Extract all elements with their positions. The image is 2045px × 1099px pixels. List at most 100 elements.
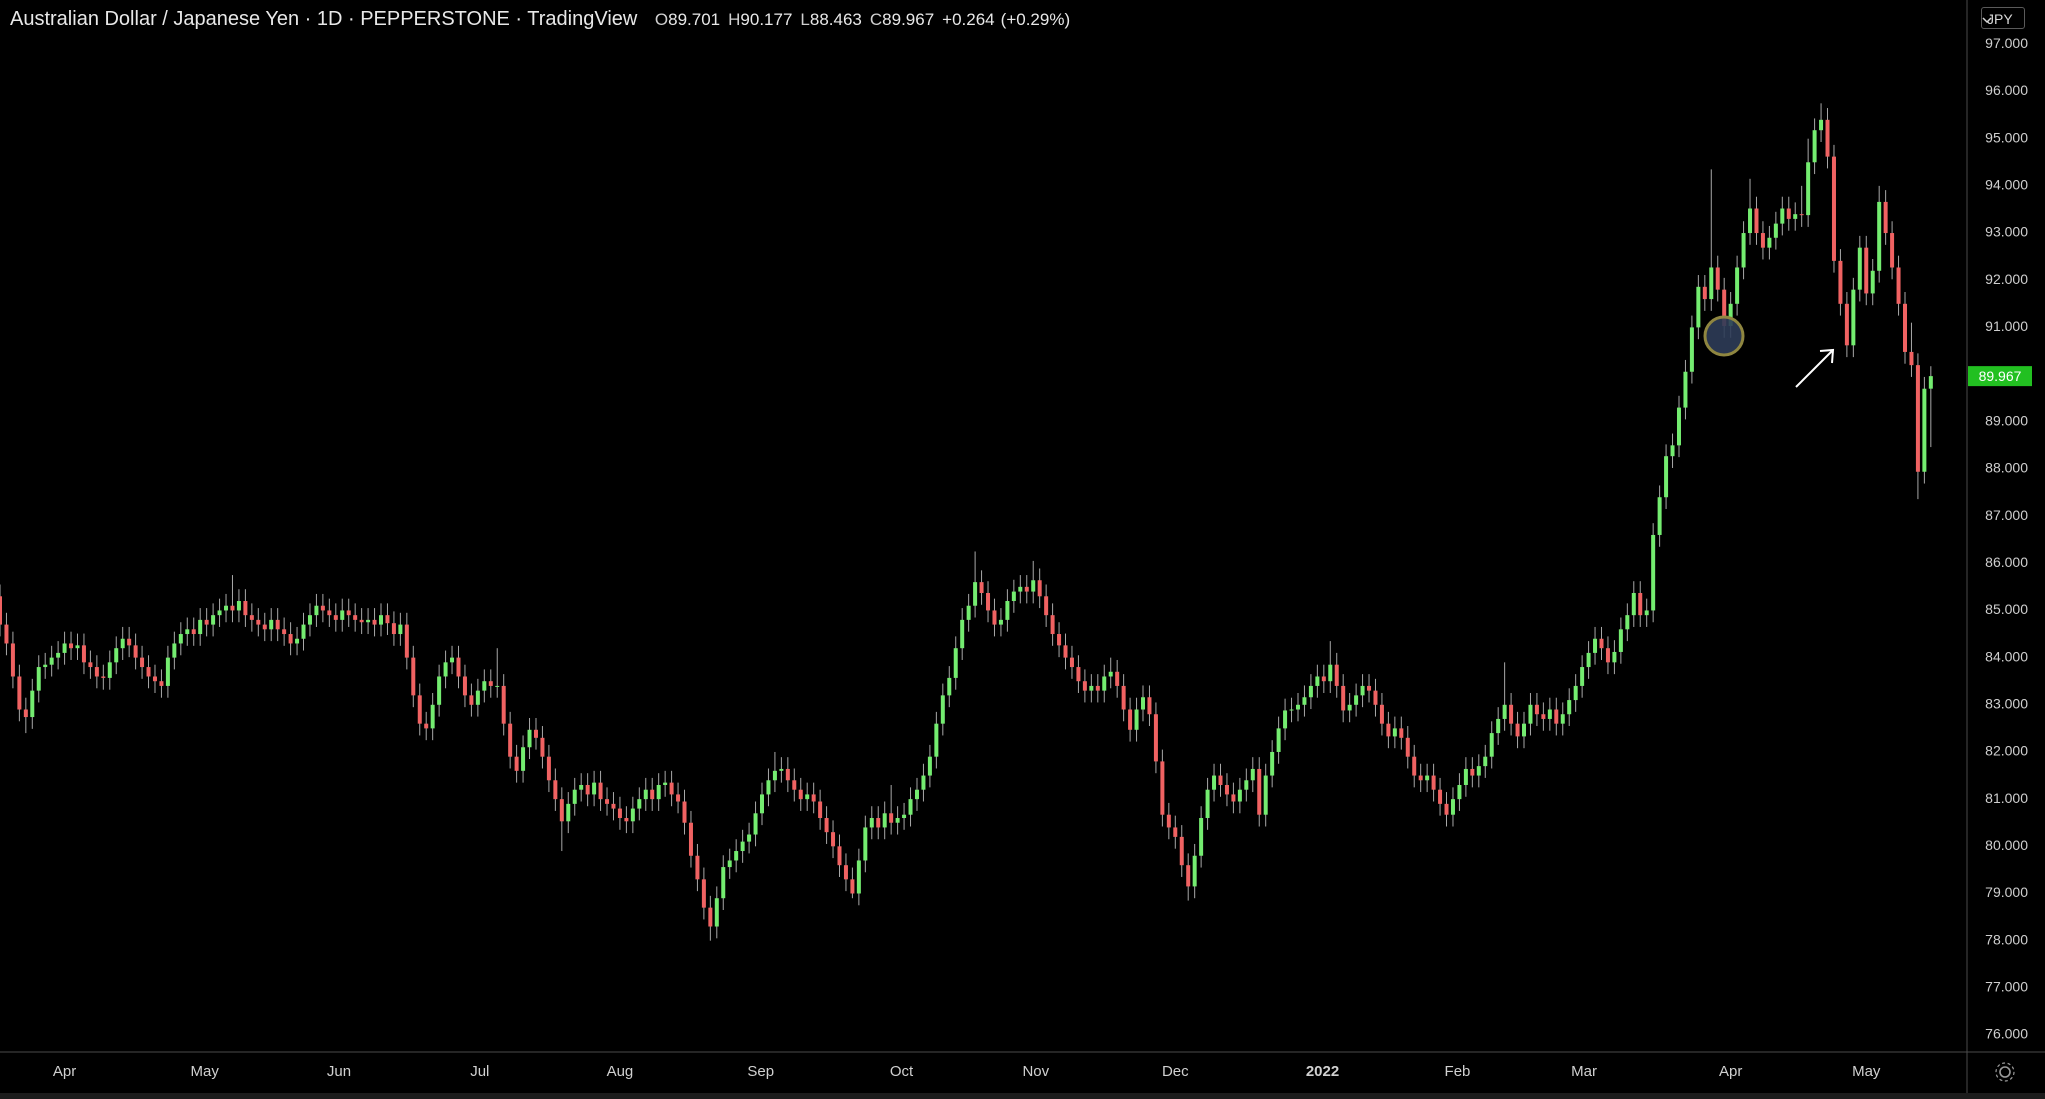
candle-body <box>23 709 28 718</box>
candle-body <box>165 657 170 686</box>
candle-body <box>508 723 513 757</box>
y-tick-label: 83.000 <box>1985 695 2028 711</box>
candle-body <box>43 664 48 668</box>
candle-body <box>546 756 551 781</box>
candle-body <box>314 605 319 616</box>
candle-body <box>843 865 848 880</box>
candle-body <box>605 799 610 804</box>
candle-body <box>262 624 267 630</box>
candle-body <box>760 794 765 814</box>
candle-body <box>417 695 422 724</box>
candle-body <box>1670 445 1675 457</box>
candle-body <box>998 619 1003 625</box>
candle-body <box>559 799 564 822</box>
candle-body <box>1793 214 1798 219</box>
candle-body <box>1664 456 1669 498</box>
candle-body <box>1496 718 1501 734</box>
candle-body <box>475 690 480 705</box>
candle-body <box>1528 704 1533 724</box>
candle-body <box>1244 780 1249 790</box>
candle-body <box>1573 685 1578 701</box>
candle-body <box>211 615 216 625</box>
candle-body <box>966 605 971 620</box>
candle-body <box>811 794 816 802</box>
candle-body <box>88 662 93 668</box>
y-tick-label: 95.000 <box>1985 129 2028 145</box>
y-tick-label: 86.000 <box>1985 554 2028 570</box>
candle-body <box>753 813 758 835</box>
candle-body <box>1599 638 1604 649</box>
candle-body <box>1412 756 1417 776</box>
candle-body <box>1638 592 1643 616</box>
candle-body <box>1295 704 1300 710</box>
candle-body <box>1799 214 1804 216</box>
currency-button[interactable]: JPY <box>1981 7 2025 29</box>
candle-body <box>307 615 312 625</box>
candle-body <box>372 619 377 625</box>
y-tick-label: 87.000 <box>1985 507 2028 523</box>
candle-body <box>437 676 442 705</box>
candle-body <box>333 615 338 620</box>
y-tick-label: 96.000 <box>1985 82 2028 98</box>
candle-body <box>1696 286 1701 328</box>
candle-body <box>940 695 945 724</box>
candle-body <box>217 610 222 616</box>
candle-body <box>159 681 164 686</box>
candle-body <box>1580 667 1585 686</box>
candle-body <box>1089 685 1094 691</box>
candle-body <box>650 789 655 800</box>
x-tick-label: May <box>191 1063 220 1080</box>
candle-body <box>1431 775 1436 790</box>
candle-body <box>1405 737 1410 757</box>
candle-body <box>488 681 493 686</box>
settings-icon[interactable] <box>1995 1062 2015 1082</box>
candle-body <box>734 851 739 861</box>
candle-body <box>398 624 403 635</box>
candle-body <box>1186 865 1191 887</box>
candle-body <box>366 619 371 623</box>
candle-body <box>1044 596 1049 616</box>
candle-body <box>430 704 435 729</box>
candle-body <box>701 879 706 908</box>
candle-body <box>805 794 810 800</box>
candle-body <box>1877 201 1882 271</box>
candle-body <box>1218 775 1223 785</box>
candle-body <box>1425 775 1430 781</box>
candle-body <box>230 605 235 611</box>
candle-body <box>572 789 577 804</box>
candle-body <box>185 629 190 635</box>
ohlc-legend: O89.701 H90.177 L88.463 C89.967 +0.264 (+0.29… <box>655 10 1076 29</box>
candle-body <box>1005 601 1010 620</box>
x-tick-label: Sep <box>747 1063 774 1080</box>
candle-body <box>301 624 306 639</box>
ohlc-value: 88.463 <box>809 10 862 29</box>
candle-body <box>1554 709 1559 724</box>
candle-body <box>1057 634 1062 646</box>
candle-body <box>889 813 894 823</box>
y-tick-label: 91.000 <box>1985 318 2028 334</box>
candle-body <box>327 610 332 616</box>
candle-body <box>850 879 855 894</box>
candle-body <box>424 723 429 729</box>
y-tick-label: 85.000 <box>1985 601 2028 617</box>
candle-body <box>856 860 861 894</box>
candle-body <box>140 657 145 668</box>
candle-body <box>1644 610 1649 616</box>
candle-body <box>62 643 67 653</box>
ohlc-key: H <box>728 10 741 29</box>
candle-body <box>385 615 390 624</box>
candle-body <box>669 782 674 795</box>
last-price-label: 89.967 <box>1979 368 2022 384</box>
candle-body <box>1709 267 1714 300</box>
candle-body <box>521 747 526 771</box>
candle-body <box>191 629 196 635</box>
candle-body <box>579 784 584 790</box>
candle-body <box>256 619 261 625</box>
candle-body <box>927 756 932 776</box>
candle-body <box>1541 714 1546 719</box>
x-tick-label: Apr <box>53 1063 76 1080</box>
candle-body <box>1386 723 1391 737</box>
candle-body <box>611 803 616 809</box>
candle-body <box>656 784 661 800</box>
change-value: +0.264 <box>942 10 995 29</box>
